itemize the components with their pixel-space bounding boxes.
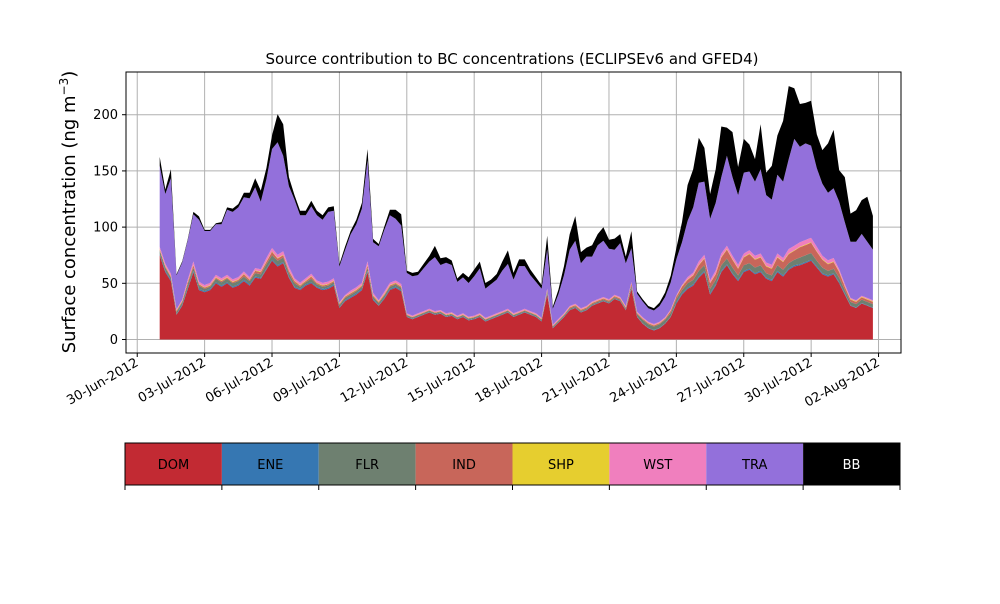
legend-label-wst: WST: [643, 458, 672, 473]
plot-frame: [125, 71, 902, 354]
area-series-flr: [159, 250, 873, 330]
area-series-dom: [159, 255, 873, 340]
chart-title: Source contribution to BC concentrations…: [265, 50, 758, 68]
area-series-ind: [159, 242, 873, 327]
area-layer: [159, 86, 873, 340]
area-series-bb: [159, 86, 873, 311]
legend-label-bb: BB: [843, 458, 861, 473]
legend-swatch-dom: [125, 443, 222, 485]
legend-swatch-tra: [706, 443, 804, 485]
legend-label-ind: IND: [452, 458, 476, 473]
x-tick-label: 02-Aug-2012: [802, 355, 882, 410]
y-tick-label: 0: [110, 333, 118, 348]
x-tick-layer: 30-Jun-201203-Jul-201206-Jul-201209-Jul-…: [64, 353, 883, 411]
y-axis-label: Surface concentration (ng m−3): [57, 71, 80, 354]
legend-swatch-ene: [221, 443, 319, 485]
y-tick-label: 200: [93, 108, 118, 123]
x-tick-label: 12-Jul-2012: [338, 355, 411, 406]
y-tick-label: 50: [101, 277, 118, 292]
y-tick-label: 150: [93, 164, 118, 179]
x-tick-label: 24-Jul-2012: [608, 355, 681, 406]
y-axis-label-sup: −3: [57, 78, 71, 96]
x-tick-label: 21-Jul-2012: [540, 355, 613, 406]
y-axis-label-main: Surface concentration (ng m: [59, 95, 80, 353]
legend-swatch-ind: [415, 443, 513, 485]
x-tick-label: 06-Jul-2012: [203, 355, 276, 406]
area-series-wst: [159, 237, 873, 326]
area-series-tra: [159, 138, 873, 325]
legend-swatch-shp: [512, 443, 610, 485]
legend-swatch-flr: [318, 443, 416, 485]
legend-swatch-wst: [609, 443, 707, 485]
x-tick-label: 18-Jul-2012: [473, 355, 546, 406]
y-axis-label-close: ): [59, 71, 80, 78]
y-tick-layer: 0 50 100 150 200: [93, 108, 126, 348]
x-tick-label: 15-Jul-2012: [405, 355, 478, 406]
legend-label-flr: FLR: [355, 458, 379, 473]
legend-colorbar: DOM ENE FLR IND SHP WST TRA BB: [124, 442, 901, 490]
x-tick-label: 09-Jul-2012: [271, 355, 344, 406]
legend-label-shp: SHP: [548, 458, 574, 473]
legend-label-tra: TRA: [741, 458, 767, 473]
x-tick-label: 30-Jun-2012: [64, 355, 141, 408]
legend-label-dom: DOM: [158, 458, 189, 473]
y-tick-label: 100: [93, 221, 118, 236]
legend-label-ene: ENE: [257, 458, 283, 473]
x-tick-label: 27-Jul-2012: [675, 355, 748, 406]
x-tick-label: 03-Jul-2012: [136, 355, 209, 406]
legend-swatch-bb: [803, 443, 900, 485]
